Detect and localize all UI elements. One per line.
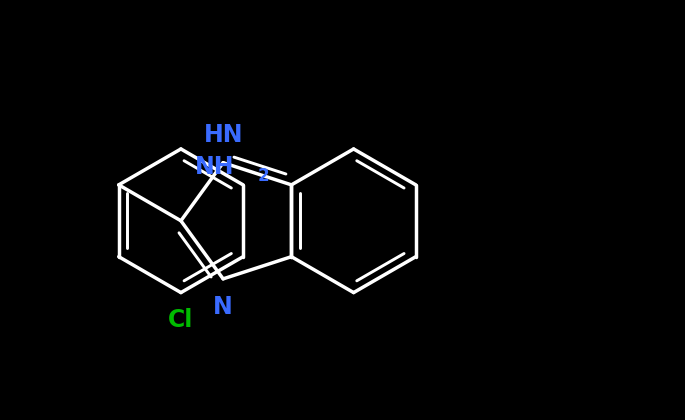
Text: N: N bbox=[213, 295, 233, 319]
Text: NH: NH bbox=[195, 155, 234, 179]
Text: 2: 2 bbox=[258, 166, 269, 184]
Text: Cl: Cl bbox=[169, 308, 194, 332]
Text: HN: HN bbox=[203, 123, 243, 147]
